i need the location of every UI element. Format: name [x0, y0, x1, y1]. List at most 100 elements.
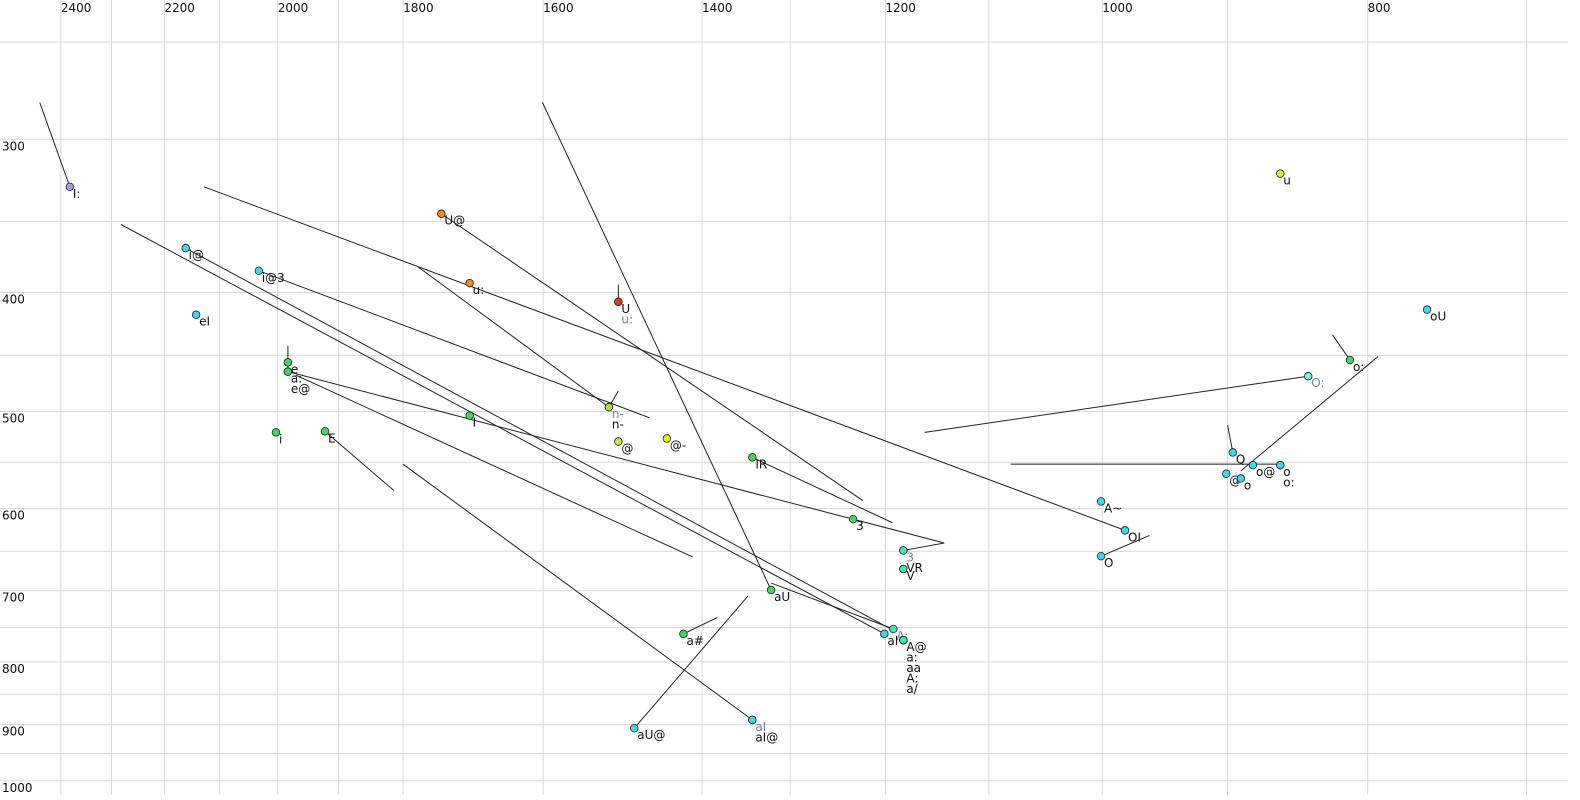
vowel-label: i@3	[262, 271, 285, 285]
vowel-label: aU	[774, 590, 790, 604]
vowel-point	[899, 564, 908, 574]
trajectory	[258, 270, 650, 419]
trajectory	[402, 463, 753, 721]
y-tick-label: 1000	[2, 781, 33, 795]
trajectory	[120, 224, 885, 635]
x-tick-label: 1800	[403, 1, 434, 15]
vowel-label: U@	[444, 214, 465, 228]
vowel-label: 3	[856, 519, 864, 533]
vowel-label: IR	[755, 457, 767, 471]
vowel-label: aI	[887, 634, 898, 648]
vowel-point	[614, 297, 623, 307]
trajectory	[295, 374, 693, 558]
trajectory	[287, 371, 945, 551]
vowel-point	[1422, 305, 1432, 314]
vowel-point	[1222, 469, 1231, 478]
trajectory	[770, 582, 894, 630]
vowel-label: 3	[906, 550, 914, 564]
x-tick-label: 2200	[164, 1, 195, 15]
vowel-label: O:	[1311, 376, 1324, 390]
trajectory	[924, 375, 1309, 433]
vowel-point	[437, 209, 446, 218]
trajectory	[752, 456, 893, 524]
vowel-label: o:	[1353, 360, 1364, 374]
vowel-label: aa	[906, 661, 921, 675]
vowel-point	[1228, 448, 1238, 457]
trajectory	[1332, 334, 1351, 361]
vowel-point	[889, 624, 898, 634]
vowel-label: A~	[1104, 501, 1122, 515]
vowel-label: A@	[906, 640, 926, 654]
vowel-point	[604, 402, 614, 412]
trajectory	[417, 266, 610, 408]
vowel-label: U	[621, 302, 630, 316]
vowel-label: VR	[906, 561, 923, 575]
vowel-label: oU	[1430, 310, 1446, 324]
vowel-point	[465, 278, 474, 288]
vowel-point	[1096, 497, 1106, 506]
vowel-label: a:	[906, 651, 917, 665]
x-tick-label: 800	[1368, 1, 1391, 15]
x-tick-label: 1200	[885, 1, 916, 15]
vowel-label: O	[1104, 556, 1113, 570]
trajectory	[683, 617, 718, 635]
vowel-label: E	[328, 431, 336, 445]
vowel-point	[748, 715, 757, 725]
vowel-label: u	[1283, 174, 1291, 188]
vowel-label: a#	[686, 634, 703, 648]
vowel-point	[271, 428, 281, 437]
vowel-point	[1120, 526, 1130, 535]
vowel-point	[630, 724, 639, 733]
vowel-label: e@	[291, 382, 310, 396]
y-tick-label: 400	[2, 293, 25, 307]
vowel-point	[1345, 355, 1355, 365]
x-tick-label: 1400	[702, 1, 733, 15]
trajectory	[441, 213, 864, 501]
vowel-label: a:	[291, 372, 302, 386]
vowel-point	[320, 427, 330, 436]
vowel-label: o	[1283, 465, 1290, 479]
vowel-label: a/	[906, 682, 918, 696]
vowel-point	[1248, 460, 1258, 470]
x-tick-label: 1000	[1102, 1, 1133, 15]
vowel-label: @	[621, 442, 633, 456]
vowel-label: u:	[621, 312, 633, 326]
trajectory	[1100, 534, 1150, 557]
vowel-point	[465, 411, 474, 420]
vowel-label: u:	[473, 283, 485, 297]
y-tick-label: 900	[2, 725, 25, 739]
vowel-label: I:	[73, 187, 81, 201]
trajectory	[185, 247, 894, 631]
vowel-point	[1276, 169, 1285, 178]
y-tick-label: 800	[2, 662, 25, 676]
y-tick-label: 300	[2, 139, 25, 153]
trajectory	[633, 595, 749, 729]
y-tick-label: 500	[2, 411, 25, 425]
vowel-label: n-	[612, 407, 624, 421]
vowel-label: aU@	[637, 728, 665, 742]
vowel-point	[899, 546, 908, 555]
trajectory	[39, 102, 71, 187]
vowel-point	[614, 437, 623, 446]
vowel-point	[1276, 460, 1285, 470]
vowel-point	[899, 635, 908, 645]
vowel-point	[254, 266, 264, 276]
vowel-point	[283, 367, 293, 376]
trajectory	[541, 102, 772, 591]
vowel-point	[1304, 372, 1313, 381]
vowel-point	[848, 514, 858, 524]
trajectory	[1227, 425, 1234, 453]
vowel-point	[181, 243, 190, 253]
vowel-label: o:	[1283, 476, 1294, 490]
vowel-label: aI@	[755, 730, 778, 744]
vowel-label: eI	[199, 315, 210, 329]
vowel-point	[1236, 474, 1246, 483]
vowel-point	[880, 629, 889, 639]
vowel-point	[766, 585, 776, 595]
trajectory	[324, 430, 395, 491]
y-tick-label: 700	[2, 591, 25, 605]
vowel-point	[662, 434, 672, 443]
x-tick-label: 2000	[278, 1, 309, 15]
